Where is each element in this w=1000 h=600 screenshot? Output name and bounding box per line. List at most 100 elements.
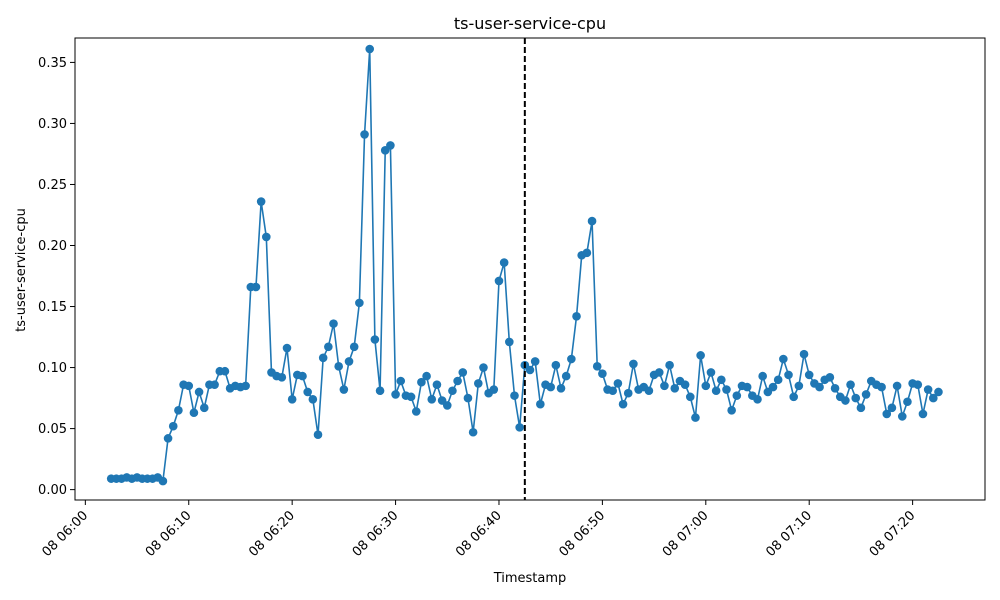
data-point <box>189 408 199 418</box>
data-point <box>313 430 323 440</box>
data-point <box>629 359 638 369</box>
data-point <box>706 368 716 377</box>
data-point <box>551 360 561 370</box>
data-point <box>365 44 375 54</box>
data-point <box>220 366 230 376</box>
axes-frame <box>74 37 986 501</box>
data-point <box>505 337 514 347</box>
data-point <box>825 373 835 382</box>
y-tick-label: 0.10 <box>38 361 67 376</box>
data-point <box>422 371 431 381</box>
data-point <box>851 393 861 403</box>
data-point <box>427 395 437 404</box>
data-point <box>360 130 369 139</box>
data-point <box>463 393 473 403</box>
plot-frame <box>74 37 986 501</box>
data-point <box>887 403 897 413</box>
data-point <box>779 354 788 364</box>
x-tick-label: 08 06:20 <box>246 508 298 560</box>
data-point <box>458 368 468 377</box>
data-point <box>815 382 824 392</box>
data-point <box>613 379 623 388</box>
data-point <box>474 379 483 388</box>
data-point <box>432 380 442 389</box>
data-point <box>256 197 266 206</box>
data-point <box>923 385 933 394</box>
data-point <box>768 382 778 392</box>
data-point <box>515 423 524 432</box>
data-point <box>375 386 385 396</box>
data-point <box>417 377 426 387</box>
data-point <box>934 387 943 397</box>
data-point <box>717 375 726 385</box>
data-point <box>262 232 271 242</box>
data-point <box>572 312 581 321</box>
data-point <box>660 381 669 391</box>
data-point <box>303 387 312 397</box>
data-point <box>329 319 338 328</box>
data-point <box>691 413 700 422</box>
x-tick-label: 08 06:10 <box>143 508 195 560</box>
data-point <box>804 370 814 380</box>
data-point <box>897 412 907 421</box>
data-point <box>680 380 690 389</box>
data-point <box>830 384 840 393</box>
x-axis: 08 06:00 08 06:10 08 06:20 08 06:30 08 06:40… <box>39 500 918 560</box>
x-tick-label: 08 07:20 <box>867 508 919 560</box>
data-point <box>251 282 261 292</box>
data-point <box>903 397 912 407</box>
x-tick-label: 08 06:00 <box>39 508 91 560</box>
data-point <box>882 409 892 419</box>
y-tick-label: 0.30 <box>38 117 67 132</box>
data-point <box>510 391 519 400</box>
data-point <box>722 385 731 394</box>
data-point <box>479 363 488 372</box>
data-point <box>339 385 349 394</box>
data-point <box>546 382 555 392</box>
data-point <box>799 349 809 359</box>
y-axis-title: ts-user-service-cpu <box>14 208 29 332</box>
x-tick-label: 08 07:00 <box>660 508 712 560</box>
data-point <box>670 384 680 393</box>
data-point <box>349 342 359 352</box>
data-point <box>753 395 762 404</box>
data-point <box>530 357 540 366</box>
data-point <box>396 376 406 386</box>
y-tick-label: 0.00 <box>38 483 67 498</box>
data-point <box>567 354 576 364</box>
data-point <box>406 392 416 402</box>
data-point <box>742 382 752 392</box>
data-point <box>386 141 395 150</box>
data-point <box>711 386 721 396</box>
data-point <box>525 365 535 375</box>
y-tick-label: 0.20 <box>38 239 67 254</box>
data-point <box>448 386 457 396</box>
data-point <box>789 392 798 402</box>
data-point <box>701 381 711 391</box>
data-point <box>618 399 628 409</box>
data-point <box>608 386 618 396</box>
data-point <box>499 258 509 267</box>
data-point <box>732 391 742 400</box>
data-point <box>489 385 499 394</box>
data-point <box>536 399 545 409</box>
data-point <box>913 380 923 389</box>
data-point <box>298 371 307 381</box>
data-point <box>241 381 250 391</box>
data-point <box>411 407 421 416</box>
data-point <box>494 276 504 286</box>
data-point <box>892 381 902 391</box>
data-point <box>696 351 705 360</box>
data-point <box>184 381 194 391</box>
x-tick-label: 08 06:50 <box>556 508 608 560</box>
data-point <box>277 373 287 382</box>
data-point <box>442 401 452 410</box>
data-point <box>623 388 633 398</box>
data-point <box>318 353 328 363</box>
data-point <box>644 386 654 396</box>
data-point <box>308 395 318 404</box>
data-point <box>561 371 571 381</box>
data-point <box>841 396 850 405</box>
data-point <box>334 362 343 371</box>
